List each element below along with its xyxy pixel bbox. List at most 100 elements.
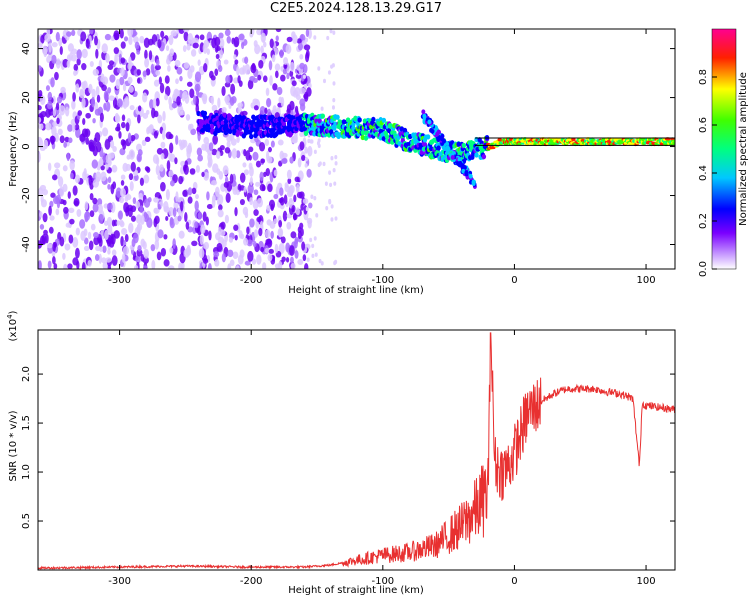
spectrogram-speckle: [66, 31, 72, 37]
spectrogram-speckle: [49, 200, 54, 208]
spectrogram-speckle: [52, 108, 57, 117]
spectrogram-speckle: [59, 135, 65, 144]
spectrogram-speckle: [163, 259, 170, 267]
spectrogram-speckle: [115, 126, 121, 132]
spectrogram-speckle: [186, 43, 191, 51]
spectrogram-speckle: [74, 174, 81, 184]
colorbar-tick-label: 0.6: [698, 117, 709, 133]
spectrogram-speckle: [233, 36, 240, 48]
spectrogram-speckle: [71, 123, 76, 133]
spectrogram-speckle: [174, 59, 181, 67]
spectrogram-y-tick-label: 20: [21, 91, 32, 104]
spectrogram-x-tick-label: -300: [108, 275, 131, 286]
snr-x-axis-label: Height of straight line (km): [288, 585, 424, 596]
spectrogram-speckle: [176, 95, 181, 106]
spectrogram-speckle: [247, 184, 254, 194]
spectrogram-speckle: [168, 133, 174, 140]
spectrogram-speckle: [110, 140, 115, 149]
spectrogram-speckle: [45, 122, 52, 131]
spectrogram-speckle: [235, 150, 241, 159]
spectrogram-speckle: [121, 121, 126, 129]
spectrogram-speckle: [69, 218, 75, 225]
spectrogram-speckle: [161, 129, 166, 140]
spectrogram-speckle: [38, 105, 42, 111]
colorbar-tick-label: 0.2: [698, 213, 709, 229]
spectrogram-speckle: [299, 62, 305, 70]
spectrogram-speckle: [296, 38, 302, 44]
spectrogram-speckle: [256, 216, 262, 223]
spectrogram-speckle: [194, 221, 199, 229]
spectrogram-speckle: [234, 234, 238, 241]
spectrogram-speckle: [239, 172, 246, 183]
spectrogram-speckle: [286, 108, 291, 115]
spectrogram-speckle: [119, 196, 125, 204]
spectrogram-speckle: [121, 253, 126, 264]
spectrogram-speckle: [183, 62, 190, 69]
spectrogram-speckle: [302, 74, 306, 79]
spectrogram-speckle: [130, 215, 136, 222]
spectrogram-speckle: [107, 248, 111, 255]
spectrogram-speckle: [59, 186, 65, 197]
spectrogram-speckle: [266, 155, 273, 164]
spectrogram-speckle: [128, 85, 134, 93]
spectrogram-speckle: [55, 31, 60, 42]
spectrogram-speckle: [315, 213, 319, 218]
spectrogram-speckle: [310, 194, 314, 199]
snr-y-tick-label: 0.5: [21, 513, 32, 529]
spectrogram-speckle: [95, 85, 100, 97]
spectrogram-speckle: [205, 216, 209, 226]
spectrogram-speckle: [249, 176, 254, 186]
spectrogram-speckle: [251, 62, 256, 71]
spectrogram-speckle: [210, 95, 215, 105]
spectrogram-speckle: [165, 45, 170, 52]
spectrogram-speckle: [85, 136, 89, 145]
spectrogram-speckle: [136, 249, 143, 257]
spectrogram-speckle: [125, 163, 131, 172]
spectrogram-speckle: [183, 29, 190, 33]
spectrogram-speckle: [84, 201, 89, 211]
spectrogram-speckle: [112, 97, 118, 109]
spectrogram-speckle: [295, 94, 301, 101]
spectrogram-speckle: [113, 230, 120, 239]
spectrogram-speckle: [334, 154, 338, 160]
spectrogram-speckle: [325, 205, 329, 211]
spectrogram-speckle: [50, 77, 55, 88]
spectrogram-speckle: [195, 164, 200, 173]
spectrogram-speckle: [229, 173, 234, 184]
spectrogram-speckle: [179, 110, 185, 116]
spectrogram-speckle: [88, 240, 94, 251]
spectrogram-speckle: [147, 197, 152, 203]
spectrogram-speckle: [285, 44, 292, 54]
spectrogram-speckle: [141, 139, 147, 147]
spectrogram-speckle: [134, 174, 139, 182]
spectrogram-speckle: [216, 199, 221, 206]
spectrogram-speckle: [317, 66, 321, 71]
spectrogram-speckle: [168, 151, 173, 162]
spectrogram-speckle: [256, 197, 263, 208]
spectrogram-speckle: [67, 43, 74, 52]
snr-multiplier-close: ): [8, 310, 19, 314]
spectrogram-speckle: [67, 263, 73, 269]
spectrogram-ridge-cell: [672, 141, 675, 145]
spectrogram-speckle: [152, 154, 159, 164]
spectrogram-branch-cell: [439, 136, 444, 142]
spectrogram-branch-cell: [471, 181, 476, 186]
spectrogram-ridge-cell: [271, 127, 276, 133]
spectrogram-speckle: [40, 195, 44, 204]
spectrogram-speckle: [182, 45, 187, 52]
spectrogram-speckle: [118, 131, 122, 139]
spectrogram-speckle: [128, 173, 134, 181]
spectrogram-speckle: [254, 229, 259, 238]
spectrogram-speckle: [160, 30, 165, 38]
spectrogram-speckle: [123, 36, 129, 42]
spectrogram-speckle: [236, 222, 241, 233]
spectrogram-speckle: [177, 215, 182, 222]
spectrogram-speckle: [43, 139, 49, 150]
spectrogram-speckle: [259, 171, 264, 182]
spectrogram-speckle: [164, 94, 169, 101]
spectrogram-speckle: [322, 161, 326, 167]
spectrogram-speckle: [278, 243, 285, 254]
spectrogram-speckle: [103, 102, 107, 111]
spectrogram-speckle: [264, 229, 271, 238]
spectrogram-speckle: [111, 255, 118, 266]
